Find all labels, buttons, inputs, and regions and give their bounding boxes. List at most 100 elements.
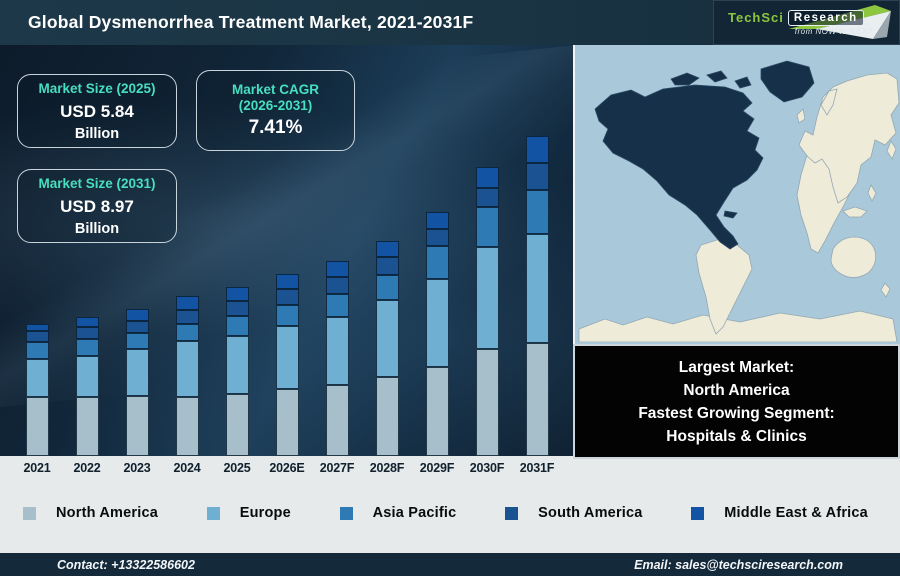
bar-segment-north-america (525, 343, 549, 456)
bar-segment-south-america (475, 188, 499, 207)
axis-label-2024: 2024 (173, 461, 201, 475)
bar-2023 (125, 309, 149, 456)
market-cagr-value: 7.41% (248, 117, 303, 138)
bar-2027f (325, 261, 349, 456)
logo-brand-secondary: Research (787, 9, 864, 26)
bar-segment-europe (425, 279, 449, 367)
callout-line-largest-market-value: North America (683, 381, 790, 399)
bar-2029f (425, 212, 449, 456)
map-australia (830, 236, 877, 278)
bar-segment-south-america (525, 163, 549, 190)
bar-segment-europe (125, 349, 149, 396)
map-japan (886, 140, 897, 160)
bar-segment-south-america (375, 257, 399, 275)
bar-segment-europe (325, 317, 349, 385)
market-cagr-title-line2: (2026-2031) (238, 98, 313, 113)
map-scandinavia (820, 88, 838, 116)
bar-segment-europe (375, 300, 399, 377)
bar-2030f (475, 167, 499, 456)
logo-tagline: from NOW to NEXT (794, 26, 873, 36)
bar-segment-north-america (225, 394, 249, 456)
bar-segment-middle-east-africa (125, 309, 149, 321)
legend-item-europe: Europe (206, 505, 291, 521)
callout-line-fastest-segment-label: Fastest Growing Segment: (638, 404, 835, 422)
bar-segment-asia-pacific (125, 333, 149, 349)
logo-wordmark: TechSci Research (728, 9, 864, 26)
bar-segment-middle-east-africa (425, 212, 449, 229)
axis-label-2025: 2025 (223, 461, 251, 475)
bar-segment-north-america (275, 389, 299, 456)
bar-segment-south-america (275, 289, 299, 305)
legend-item-north-america: North America (23, 505, 158, 521)
bar-segment-europe (525, 234, 549, 343)
map-south-america (695, 238, 753, 335)
bar-2025 (225, 287, 249, 456)
bar-2031f (525, 136, 549, 456)
bar-segment-north-america (25, 397, 49, 456)
market-size-2031-value: USD 8.97 (60, 196, 134, 216)
bar-segment-europe (275, 326, 299, 389)
x-axis-labels: 2021 2022 2023 2024 2025 2026E 2027F 2028F 2029F… (0, 456, 573, 480)
bar-segment-middle-east-africa (275, 274, 299, 289)
bar-segment-middle-east-africa (25, 324, 49, 331)
header-bar: Global Dysmenorrhea Treatment Market, 20… (0, 0, 900, 45)
market-size-2025-box: Market Size (2025) USD 5.84 Billion (17, 74, 177, 148)
bar-segment-europe (175, 341, 199, 397)
bar-segment-asia-pacific (25, 342, 49, 359)
callout-line-largest-market-label: Largest Market: (678, 358, 795, 376)
market-cagr-box: Market CAGR (2026-2031) 7.41% (196, 70, 355, 151)
bar-2024 (175, 296, 199, 456)
bar-segment-asia-pacific (475, 207, 499, 247)
market-callout-box: Largest Market: North America Fastest Gr… (573, 344, 900, 459)
axis-label-2031f: 2031F (519, 461, 555, 475)
bar-segment-middle-east-africa (75, 317, 99, 327)
bar-segment-south-america (125, 321, 149, 333)
bar-segment-europe (75, 356, 99, 397)
legend-swatch-north-america (23, 506, 36, 520)
legend-label-asia-pacific: Asia Pacific (372, 505, 457, 521)
bar-2022 (75, 317, 99, 456)
bar-segment-asia-pacific (175, 324, 199, 341)
bar-segment-south-america (25, 331, 49, 342)
techsci-logo: TechSci Research from NOW to NEXT (713, 0, 900, 45)
footer-contact: Contact: +13322586602 (57, 557, 195, 572)
bar-segment-north-america (125, 396, 149, 456)
legend-label-north-america: North America (56, 505, 158, 521)
bar-segment-middle-east-africa (325, 261, 349, 277)
footer-bar: Contact: +13322586602 Email: sales@techs… (0, 553, 900, 576)
market-size-2025-title: Market Size (2025) (38, 80, 156, 96)
market-size-2031-unit: Billion (74, 220, 120, 237)
bar-segment-asia-pacific (375, 275, 399, 300)
market-cagr-title-line1: Market CAGR (231, 82, 320, 97)
bar-segment-north-america (75, 397, 99, 456)
bar-segment-north-america (325, 385, 349, 456)
axis-label-2029f: 2029F (419, 461, 455, 475)
map-philippines (867, 184, 877, 202)
bar-segment-asia-pacific (275, 305, 299, 326)
bar-segment-south-america (175, 310, 199, 324)
chart-panel: Market Size (2025) USD 5.84 Billion Mark… (0, 45, 573, 456)
legend-item-south-america: South America (505, 505, 642, 521)
map-caribbean (723, 210, 738, 219)
logo-brand-primary: TechSci (728, 10, 784, 25)
market-size-2025-value: USD 5.84 (60, 101, 134, 121)
market-size-2031-box: Market Size (2031) USD 8.97 Billion (17, 169, 177, 243)
legend-swatch-asia-pacific (339, 506, 353, 520)
market-size-2031-title: Market Size (2031) (38, 175, 156, 191)
legend-label-south-america: South America (538, 505, 643, 521)
bar-segment-europe (225, 336, 249, 394)
axis-label-2027f: 2027F (319, 461, 355, 475)
legend-item-middle-east-africa: Middle East & Africa (691, 505, 868, 521)
map-new-zealand (880, 282, 891, 298)
legend-label-europe: Europe (239, 505, 291, 521)
bar-segment-middle-east-africa (475, 167, 499, 188)
bar-2028f (375, 241, 399, 456)
axis-label-2021: 2021 (23, 461, 51, 475)
bar-segment-middle-east-africa (375, 241, 399, 257)
bar-2021 (25, 324, 49, 456)
callout-line-fastest-segment-value: Hospitals & Clinics (666, 427, 807, 445)
bar-segment-south-america (75, 327, 99, 339)
bar-segment-middle-east-africa (525, 136, 549, 163)
bar-segment-middle-east-africa (175, 296, 199, 310)
